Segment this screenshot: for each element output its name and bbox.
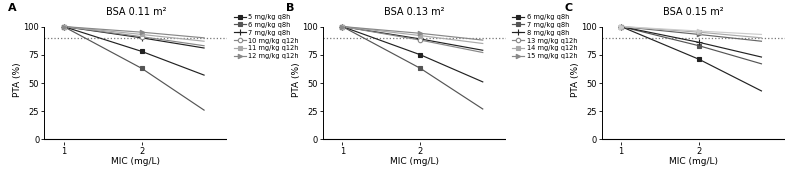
Y-axis label: PTA (%): PTA (%) bbox=[292, 62, 301, 97]
Text: C: C bbox=[565, 3, 573, 13]
X-axis label: MIC (mg/L): MIC (mg/L) bbox=[111, 157, 160, 166]
X-axis label: MIC (mg/L): MIC (mg/L) bbox=[390, 157, 439, 166]
Title: BSA 0.15 m²: BSA 0.15 m² bbox=[663, 7, 723, 17]
Text: A: A bbox=[7, 3, 16, 13]
Title: BSA 0.13 m²: BSA 0.13 m² bbox=[385, 7, 444, 17]
Title: BSA 0.11 m²: BSA 0.11 m² bbox=[106, 7, 166, 17]
X-axis label: MIC (mg/L): MIC (mg/L) bbox=[669, 157, 718, 166]
Text: B: B bbox=[286, 3, 295, 13]
Y-axis label: PTA (%): PTA (%) bbox=[13, 62, 22, 97]
Legend: 6 mg/kg q8h, 7 mg/kg q8h, 8 mg/kg q8h, 13 mg/kg q12h, 14 mg/kg q12h, 15 mg/kg q1: 6 mg/kg q8h, 7 mg/kg q8h, 8 mg/kg q8h, 1… bbox=[510, 11, 581, 62]
Legend: 5 mg/kg q8h, 6 mg/kg q8h, 7 mg/kg q8h, 10 mg/kg q12h, 11 mg/kg q12h, 12 mg/kg q1: 5 mg/kg q8h, 6 mg/kg q8h, 7 mg/kg q8h, 1… bbox=[231, 11, 302, 62]
Y-axis label: PTA (%): PTA (%) bbox=[571, 62, 579, 97]
